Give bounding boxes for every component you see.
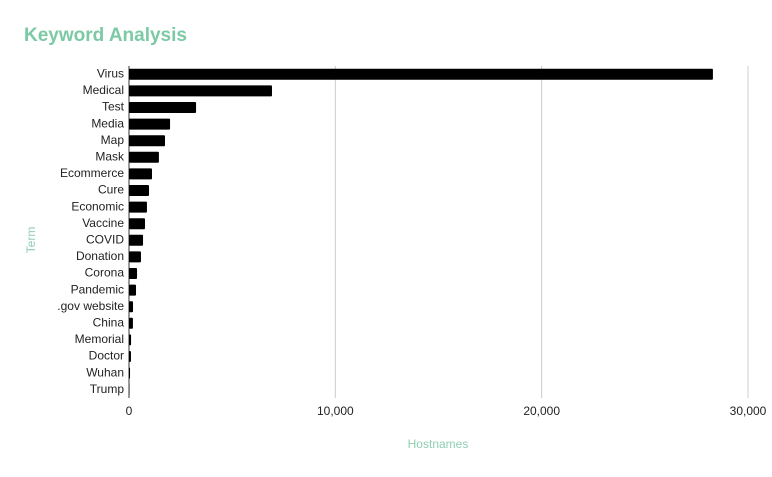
x-tick-label: 0 (126, 404, 133, 418)
bar (129, 284, 137, 296)
y-tick-label: .gov website (57, 299, 124, 313)
bar (129, 301, 134, 313)
bar (129, 251, 141, 263)
y-axis-title: Term (24, 227, 38, 254)
y-tick-label: Vaccine (82, 216, 124, 230)
y-tick-label: Medical (83, 83, 124, 97)
y-tick-label: Mask (95, 149, 125, 163)
y-tick-label: Cure (98, 183, 124, 197)
bar (129, 102, 197, 113)
y-tick-label: COVID (86, 232, 124, 246)
y-tick-label: Doctor (89, 349, 124, 363)
y-tick-label: Test (102, 100, 125, 114)
x-tick-label: 30,000 (730, 404, 767, 418)
bar (129, 367, 131, 379)
y-tick-label: China (93, 315, 125, 329)
y-tick-label: Wuhan (86, 365, 124, 379)
y-tick-label: Pandemic (71, 282, 124, 296)
chart-title: Keyword Analysis (24, 25, 187, 46)
y-tick-label: Ecommerce (60, 166, 124, 180)
x-tick-label: 10,000 (317, 404, 354, 418)
x-axis-title: Hostnames (408, 437, 469, 451)
y-tick-label: Virus (97, 66, 124, 80)
y-tick-label: Trump (90, 382, 125, 396)
bar (129, 317, 133, 329)
bar (129, 68, 713, 80)
y-tick-label: Donation (76, 249, 124, 263)
bar (129, 218, 145, 230)
y-tick-label: Memorial (75, 332, 124, 346)
y-tick-label: Map (101, 133, 125, 147)
bar (129, 135, 166, 147)
bar (129, 234, 144, 246)
bar (129, 168, 153, 180)
bar (129, 334, 132, 346)
bar (129, 151, 159, 163)
y-tick-label: Economic (71, 199, 124, 213)
bar (129, 85, 272, 97)
bar (129, 118, 171, 130)
bar (129, 268, 138, 279)
bar (129, 201, 147, 213)
y-tick-label: Corona (85, 266, 125, 280)
x-tick-label: 20,000 (523, 404, 560, 418)
bar (129, 185, 150, 196)
y-tick-label: Media (91, 116, 124, 130)
bar (129, 351, 131, 362)
